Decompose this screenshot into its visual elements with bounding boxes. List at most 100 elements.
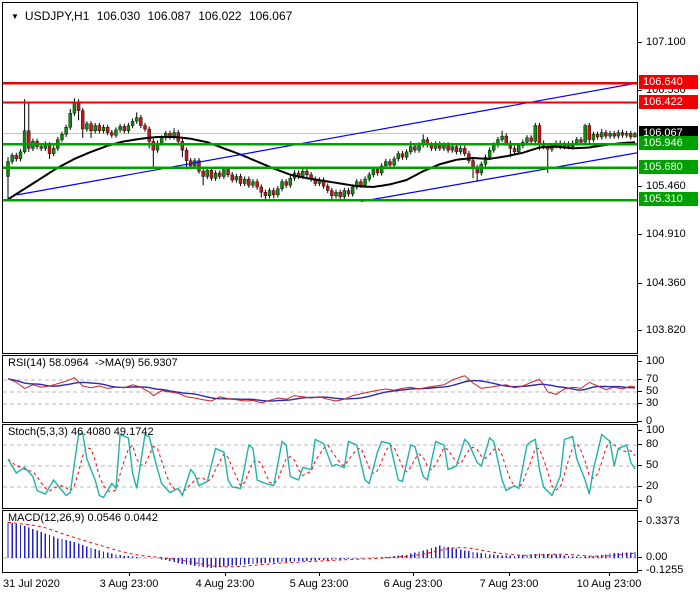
candle[interactable] — [122, 123, 126, 134]
candle[interactable] — [97, 122, 102, 134]
candle[interactable] — [263, 189, 268, 200]
candle[interactable] — [533, 122, 538, 144]
rsi-chart-canvas[interactable] — [3, 356, 637, 422]
candle[interactable] — [355, 179, 359, 190]
candle[interactable] — [309, 172, 313, 182]
candle[interactable] — [267, 187, 272, 199]
candle[interactable] — [604, 129, 608, 139]
candle[interactable] — [288, 175, 293, 188]
candle[interactable] — [155, 140, 160, 153]
candle[interactable] — [105, 124, 110, 136]
candle[interactable] — [616, 129, 621, 139]
candle[interactable] — [425, 136, 430, 148]
candle[interactable] — [14, 152, 19, 162]
candle[interactable] — [284, 179, 288, 188]
candle[interactable] — [633, 131, 637, 138]
candle[interactable] — [537, 122, 542, 151]
candle[interactable] — [139, 114, 143, 129]
candle[interactable] — [118, 123, 122, 133]
candle[interactable] — [587, 122, 591, 144]
candle[interactable] — [238, 173, 243, 187]
candle[interactable] — [126, 122, 131, 134]
candle[interactable] — [404, 149, 409, 160]
candle[interactable] — [612, 130, 616, 139]
candle[interactable] — [529, 135, 533, 144]
candle[interactable] — [379, 163, 384, 176]
candle[interactable] — [342, 187, 347, 200]
candle[interactable] — [346, 187, 351, 197]
candle[interactable] — [10, 152, 14, 165]
candle[interactable] — [396, 150, 400, 162]
candlestick-chart-canvas[interactable] — [3, 3, 637, 353]
candle[interactable] — [467, 150, 471, 164]
candle[interactable] — [296, 170, 301, 180]
candle[interactable] — [64, 124, 68, 137]
candle[interactable] — [487, 147, 492, 160]
candle[interactable] — [164, 130, 168, 141]
candle[interactable] — [600, 129, 604, 140]
candle[interactable] — [143, 122, 147, 132]
candle[interactable] — [591, 131, 596, 143]
macd-chart-canvas[interactable] — [3, 511, 637, 572]
stochastic-chart-canvas[interactable] — [3, 425, 637, 508]
candle[interactable] — [392, 156, 396, 168]
candle[interactable] — [201, 168, 205, 186]
candle[interactable] — [629, 130, 633, 140]
rsi-indicator-panel[interactable]: RSI(14) 58.0964 ->MA(9) 56.9307 — [2, 355, 638, 423]
candle[interactable] — [43, 141, 48, 151]
candle[interactable] — [272, 187, 276, 199]
macd-indicator-panel[interactable]: MACD(12,26,9) 0.0546 0.0442 — [2, 510, 638, 573]
candle[interactable] — [68, 108, 72, 130]
candle[interactable] — [454, 143, 459, 155]
candle[interactable] — [230, 172, 234, 183]
candle[interactable] — [218, 170, 222, 180]
candle[interactable] — [496, 136, 500, 148]
candle[interactable] — [255, 179, 259, 190]
candle[interactable] — [280, 179, 284, 192]
candle[interactable] — [595, 131, 600, 140]
candle[interactable] — [18, 149, 23, 162]
candle[interactable] — [458, 145, 463, 155]
candle[interactable] — [110, 129, 114, 138]
candle[interactable] — [259, 184, 263, 198]
candle[interactable] — [89, 121, 93, 138]
candle[interactable] — [168, 130, 172, 140]
candle[interactable] — [81, 107, 85, 138]
candle[interactable] — [500, 130, 504, 143]
candle[interactable] — [60, 131, 64, 143]
candle[interactable] — [317, 177, 322, 187]
candle[interactable] — [247, 176, 251, 188]
candle[interactable] — [321, 177, 326, 189]
candle[interactable] — [209, 167, 214, 181]
candle[interactable] — [93, 122, 97, 134]
candle[interactable] — [483, 154, 488, 167]
candle[interactable] — [85, 121, 89, 132]
candle[interactable] — [51, 145, 56, 157]
trendline-1[interactable] — [16, 82, 637, 196]
candle[interactable] — [620, 129, 625, 138]
candle[interactable] — [213, 170, 218, 181]
candle[interactable] — [624, 130, 629, 138]
candle[interactable] — [197, 158, 201, 174]
candle[interactable] — [512, 145, 517, 155]
candle[interactable] — [313, 176, 317, 187]
candle[interactable] — [135, 112, 139, 124]
candle[interactable] — [433, 141, 438, 151]
candle[interactable] — [608, 130, 612, 139]
candle[interactable] — [114, 127, 118, 138]
candle[interactable] — [334, 189, 338, 199]
symbol-dropdown-icon[interactable]: ▼ — [11, 12, 19, 21]
candle[interactable] — [367, 172, 371, 182]
candle[interactable] — [305, 168, 309, 178]
candle[interactable] — [276, 186, 280, 198]
trendline-2[interactable] — [360, 152, 637, 203]
candle[interactable] — [338, 189, 342, 200]
candle[interactable] — [438, 141, 442, 151]
candle[interactable] — [400, 150, 405, 160]
stochastic-indicator-panel[interactable]: Stoch(5,3,3) 46.4080 49.1742 — [2, 424, 638, 509]
candle[interactable] — [184, 147, 189, 170]
candle[interactable] — [180, 138, 185, 158]
candle[interactable] — [72, 98, 77, 116]
candle[interactable] — [388, 158, 392, 168]
main-price-chart-panel[interactable]: ▼ USDJPY,H1 106.030 106.087 106.022 106.0… — [2, 2, 638, 354]
